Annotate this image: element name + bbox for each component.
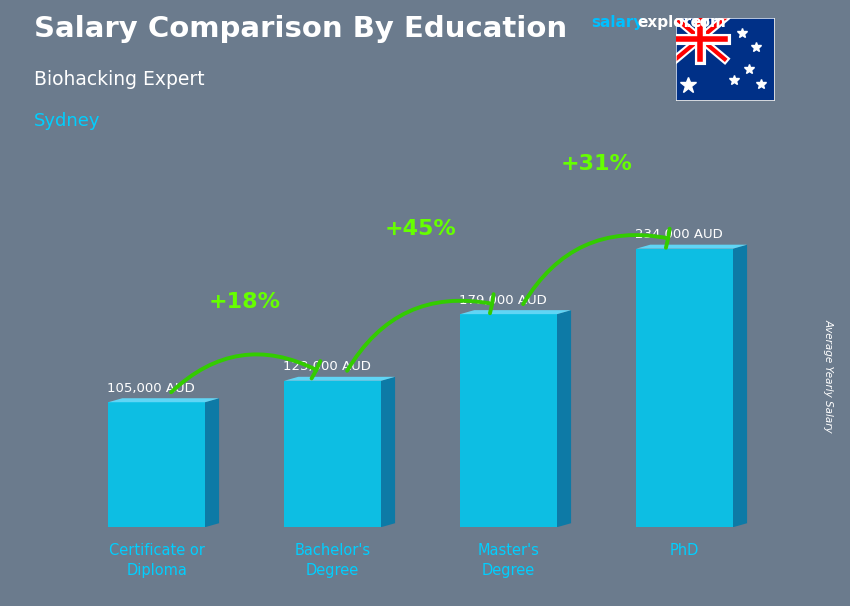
Polygon shape <box>733 245 747 527</box>
Text: +31%: +31% <box>561 154 632 174</box>
Polygon shape <box>205 398 219 527</box>
Text: .com: .com <box>685 15 726 30</box>
Polygon shape <box>636 245 747 248</box>
Polygon shape <box>557 310 571 527</box>
Text: +18%: +18% <box>208 293 280 313</box>
Bar <box>460 314 557 527</box>
Text: explorer: explorer <box>638 15 710 30</box>
Text: Sydney: Sydney <box>34 112 100 130</box>
Text: +45%: +45% <box>385 219 456 239</box>
Polygon shape <box>108 398 219 402</box>
Text: Average Yearly Salary: Average Yearly Salary <box>824 319 834 433</box>
Text: Biohacking Expert: Biohacking Expert <box>34 70 205 88</box>
Text: Salary Comparison By Education: Salary Comparison By Education <box>34 15 567 43</box>
Text: 234,000 AUD: 234,000 AUD <box>635 228 723 241</box>
Text: 105,000 AUD: 105,000 AUD <box>107 382 195 395</box>
Polygon shape <box>381 377 395 527</box>
Bar <box>676 59 774 100</box>
Text: 123,000 AUD: 123,000 AUD <box>283 361 371 373</box>
Bar <box>284 381 381 527</box>
Polygon shape <box>460 310 571 314</box>
Text: 179,000 AUD: 179,000 AUD <box>459 294 547 307</box>
Polygon shape <box>284 377 395 381</box>
Text: salary: salary <box>591 15 643 30</box>
Bar <box>108 402 205 527</box>
Bar <box>636 248 733 527</box>
